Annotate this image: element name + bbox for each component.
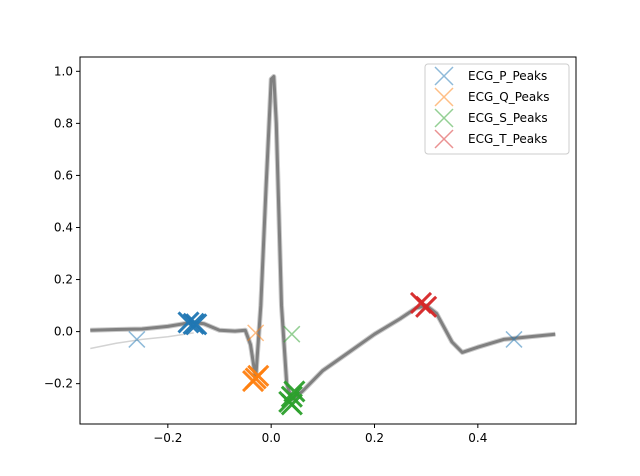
axes-frame	[79, 56, 577, 425]
legend-marker-1-stroke-b	[434, 87, 454, 107]
peak-marker-0-3	[185, 313, 208, 336]
y-tick-label-1: 0.0	[54, 325, 73, 339]
y-tick-label-2: 0.2	[54, 273, 73, 287]
peak-marker-2-4-stroke-b	[280, 393, 303, 416]
series-ecg-p-peaks	[128, 311, 523, 348]
legend-marker-3-stroke-b	[434, 129, 454, 149]
peak-marker-0-3-stroke-b	[185, 313, 208, 336]
peak-marker-1-0	[247, 324, 265, 342]
legend-marker-1	[434, 87, 454, 107]
legend-box	[424, 63, 570, 155]
x-tick-label-3: 0.4	[468, 431, 487, 445]
legend-marker-2-stroke-b	[434, 108, 454, 128]
legend-marker-0	[434, 66, 454, 86]
y-tick-label-5: 0.8	[54, 116, 73, 130]
peak-marker-0-2-stroke-b	[177, 311, 200, 334]
peak-marker-2-4	[280, 393, 303, 416]
peak-marker-2-3-stroke-b	[283, 380, 306, 403]
axes: −0.2 0.0 0.2 0.4 −0.2 0.0 0.2 0.4 0.6 0.8 1.0	[44, 64, 488, 445]
peak-marker-1-3-stroke-b	[242, 369, 265, 393]
y-tick-label-3: 0.4	[54, 220, 73, 234]
series-ecg-q-peaks	[242, 324, 270, 393]
peak-marker-2-0-stroke-b	[283, 325, 301, 343]
x-tick-label-2: 0.2	[365, 431, 384, 445]
legend-marker-0-stroke-b	[434, 66, 454, 86]
y-tick-label-6: 1.0	[54, 64, 73, 78]
peak-marker-0-0-stroke-b	[128, 330, 146, 348]
legend-label-2: ECG_S_Peaks	[468, 111, 548, 125]
x-tick-label-0: −0.2	[153, 431, 182, 445]
peak-marker-2-1	[280, 385, 303, 408]
peak-marker-2-1-stroke-b	[280, 385, 303, 408]
legend-marker-2	[434, 108, 454, 128]
legend-marker-3	[434, 129, 454, 149]
legend-label-3: ECG_T_Peaks	[468, 132, 547, 146]
peak-marker-2-3	[283, 380, 306, 403]
x-tick-label-1: 0.0	[262, 431, 281, 445]
y-tick-label-0: −0.2	[44, 377, 73, 391]
peak-marker-1-0-stroke-b	[247, 324, 265, 342]
peak-marker-0-0	[128, 330, 146, 348]
legend-label-1: ECG_Q_Peaks	[468, 90, 549, 104]
peak-marker-3-2	[415, 295, 438, 318]
legend-label-0: ECG_P_Peaks	[468, 69, 547, 83]
peak-marker-2-0	[283, 325, 301, 343]
y-tick-label-4: 0.6	[54, 168, 73, 182]
peak-marker-1-3	[242, 369, 265, 393]
series-ecg-t-peaks	[409, 291, 438, 318]
peak-marker-0-4-stroke-b	[505, 330, 523, 348]
faint-beat-trace	[90, 332, 194, 350]
legend: ECG_P_Peaks ECG_Q_Peaks ECG_S_Peaks ECG_T_P…	[424, 63, 570, 155]
peak-marker-3-2-stroke-b	[415, 295, 438, 318]
peak-marker-0-2	[177, 311, 200, 334]
series-ecg-s-peaks	[278, 325, 306, 416]
plot-area	[90, 74, 556, 416]
peak-marker-0-4	[505, 330, 523, 348]
